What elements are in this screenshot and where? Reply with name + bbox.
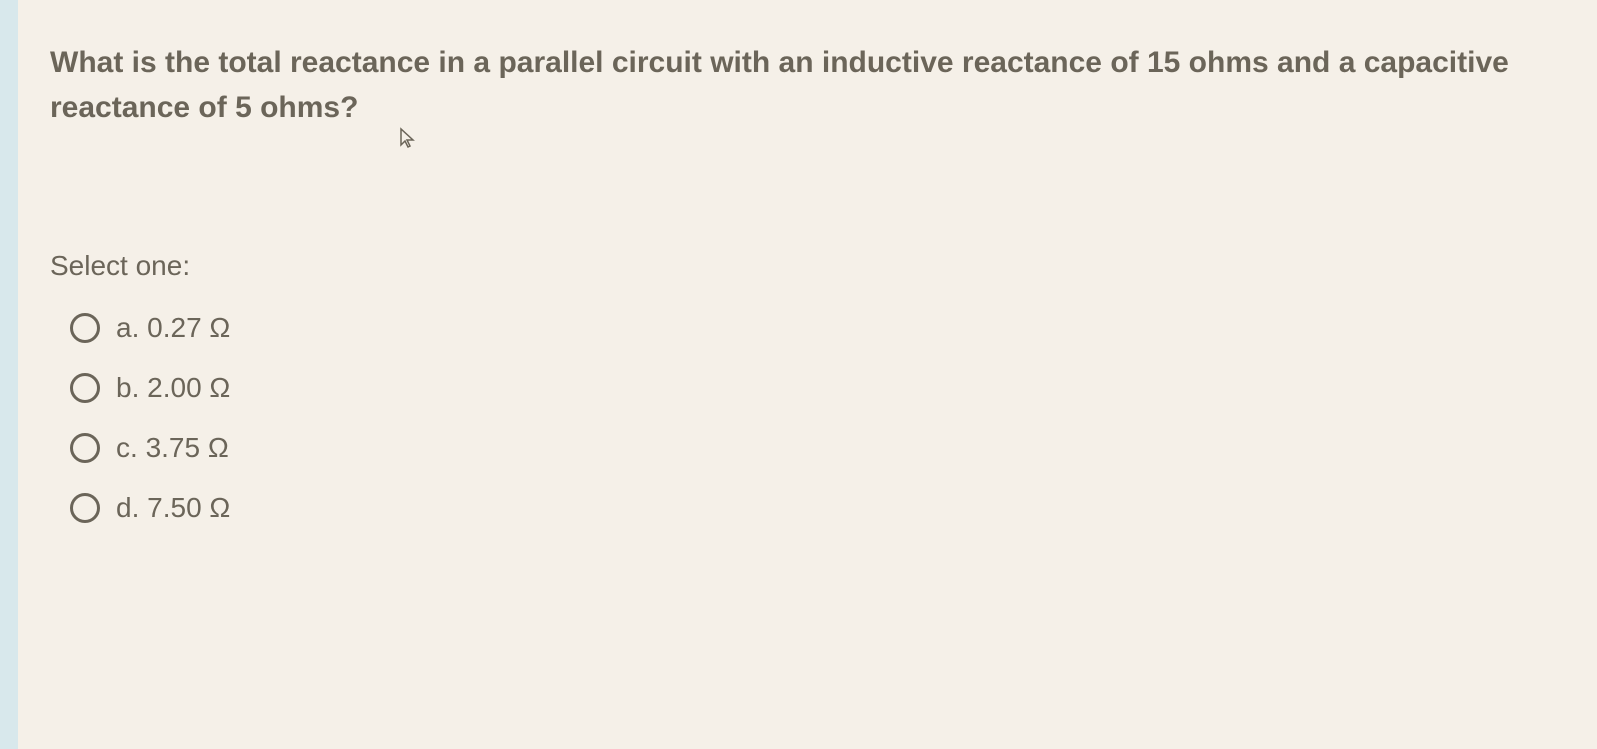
radio-c[interactable] xyxy=(70,433,100,463)
option-b[interactable]: b. 2.00 Ω xyxy=(70,372,1547,404)
option-d-label: d. 7.50 Ω xyxy=(116,492,230,524)
options-container: a. 0.27 Ω b. 2.00 Ω c. 3.75 Ω d. 7.50 Ω xyxy=(50,312,1547,524)
radio-b[interactable] xyxy=(70,373,100,403)
option-a[interactable]: a. 0.27 Ω xyxy=(70,312,1547,344)
option-b-label: b. 2.00 Ω xyxy=(116,372,230,404)
select-one-label: Select one: xyxy=(50,250,1547,282)
option-c-label: c. 3.75 Ω xyxy=(116,432,229,464)
question-text: What is the total reactance in a paralle… xyxy=(50,40,1547,130)
cursor-icon xyxy=(399,127,415,149)
radio-a[interactable] xyxy=(70,313,100,343)
radio-d[interactable] xyxy=(70,493,100,523)
option-c[interactable]: c. 3.75 Ω xyxy=(70,432,1547,464)
option-a-label: a. 0.27 Ω xyxy=(116,312,230,344)
option-d[interactable]: d. 7.50 Ω xyxy=(70,492,1547,524)
